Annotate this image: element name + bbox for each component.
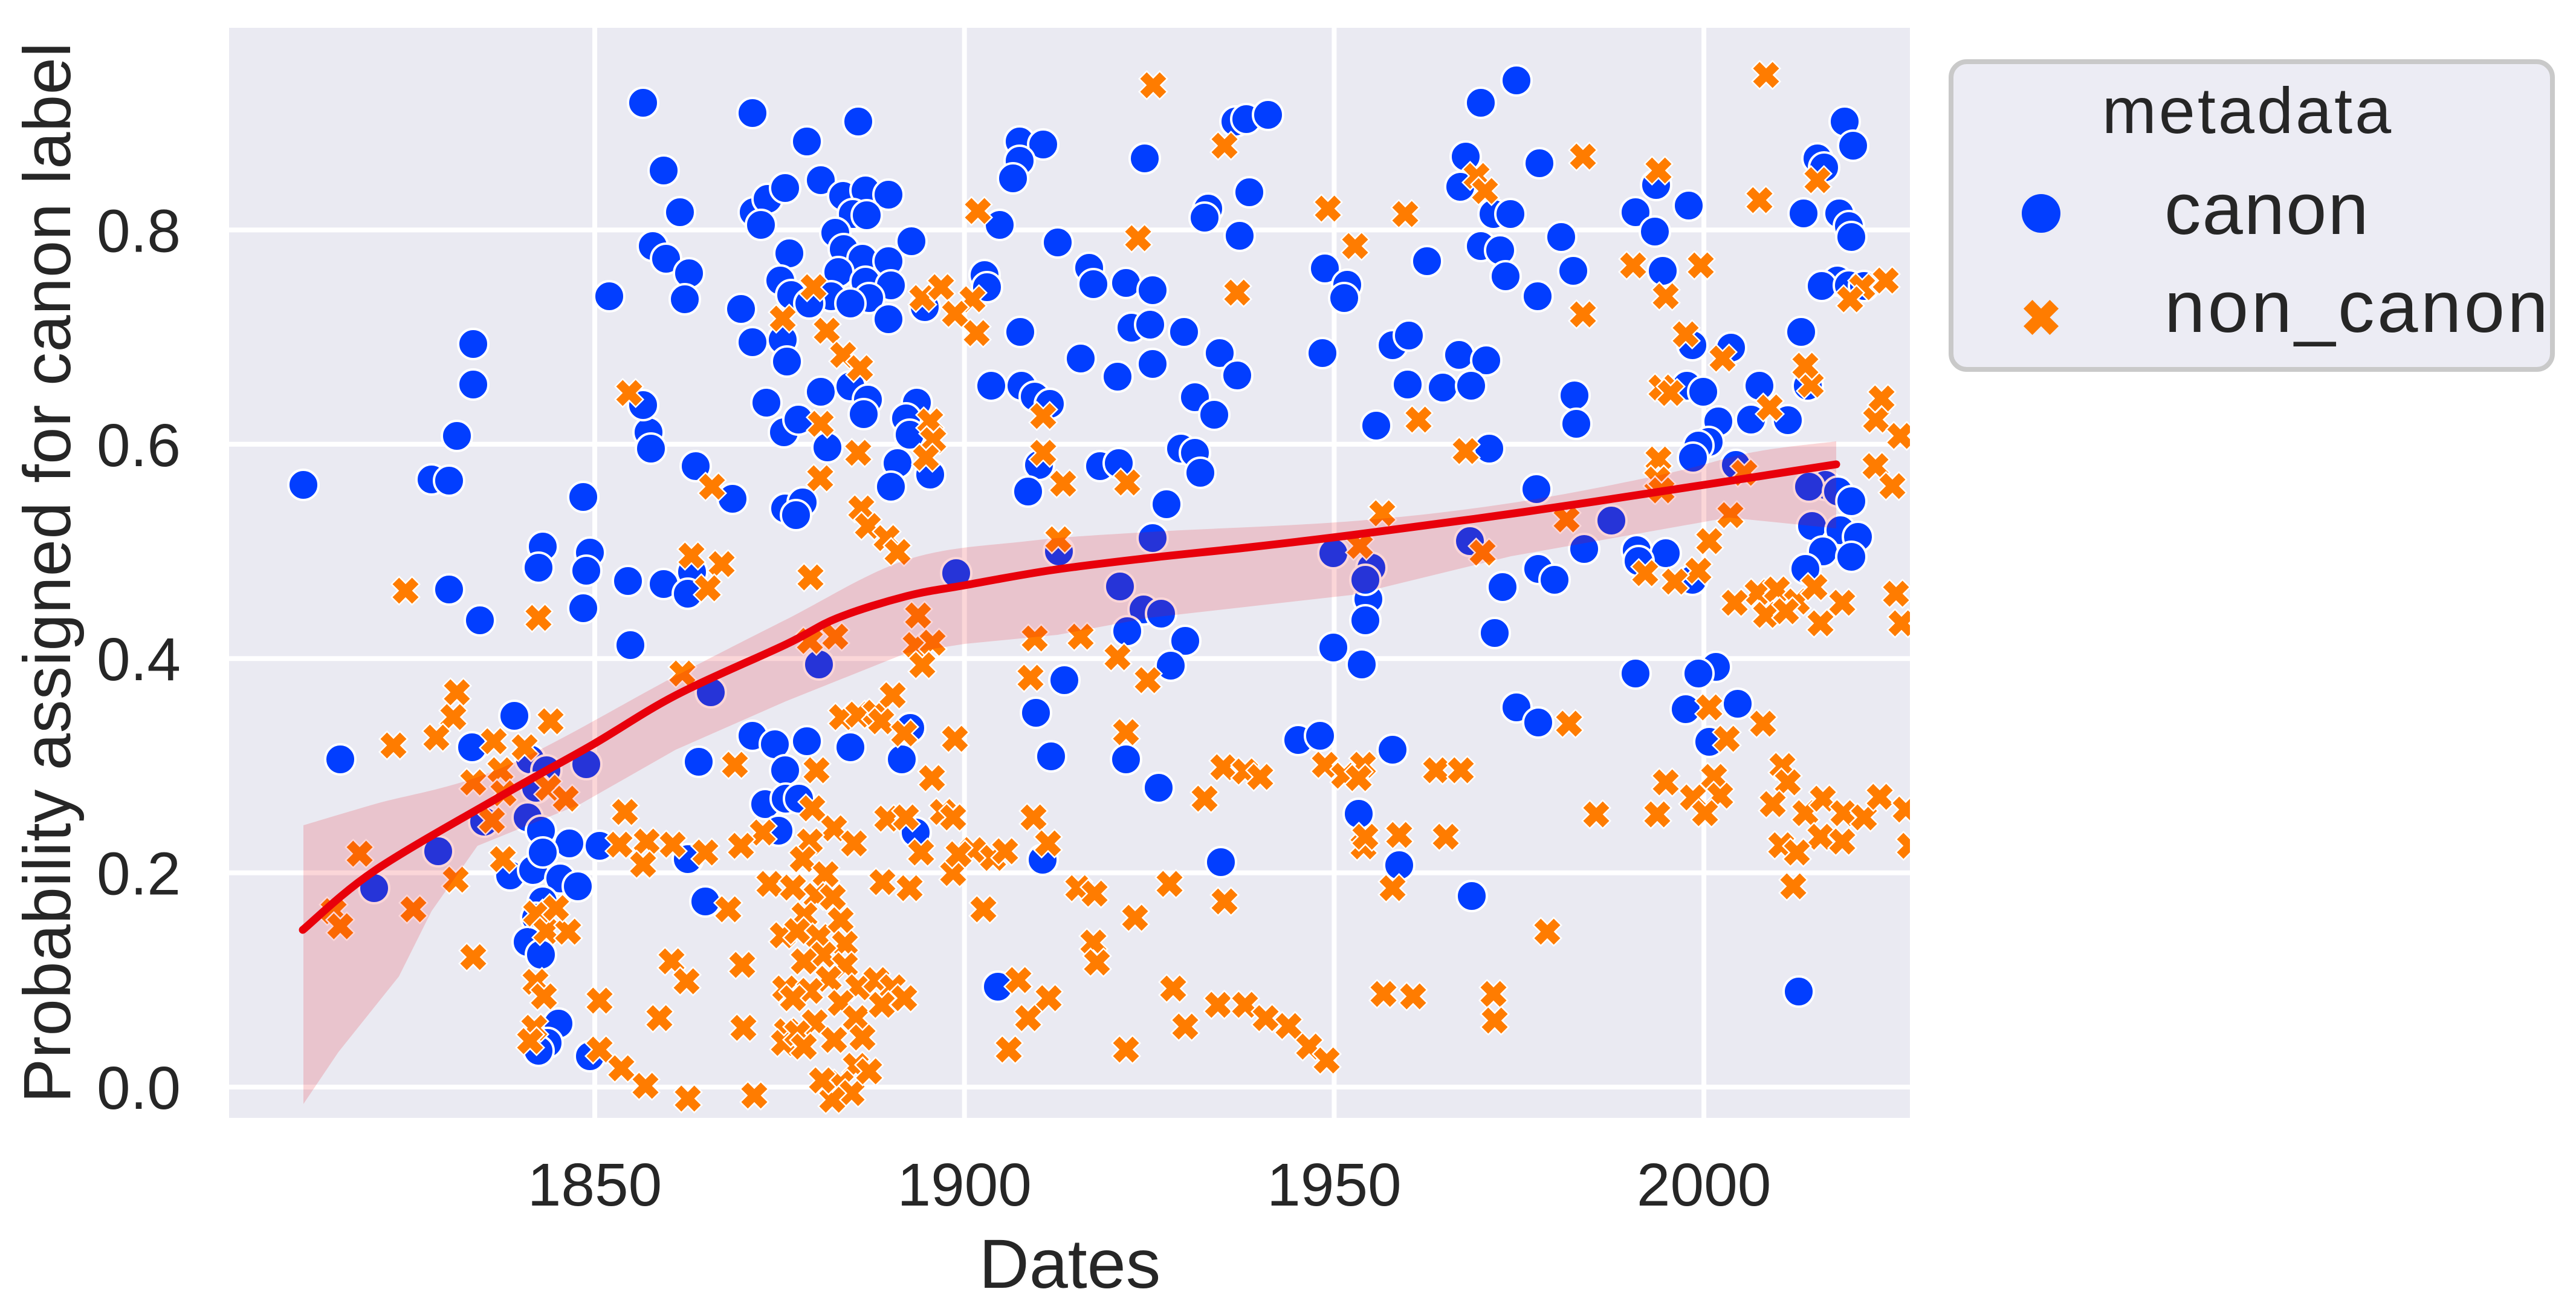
- svg-text:1900: 1900: [897, 1151, 1031, 1219]
- svg-text:0.6: 0.6: [97, 412, 181, 479]
- svg-text:Dates: Dates: [979, 1226, 1160, 1303]
- svg-text:2000: 2000: [1637, 1151, 1771, 1219]
- svg-text:0.2: 0.2: [97, 840, 181, 908]
- svg-text:canon: canon: [2164, 167, 2370, 250]
- svg-text:0.4: 0.4: [97, 626, 181, 693]
- svg-text:non_canon: non_canon: [2164, 265, 2551, 348]
- svg-text:0.8: 0.8: [97, 197, 181, 265]
- svg-text:1850: 1850: [528, 1151, 662, 1219]
- svg-text:1950: 1950: [1267, 1151, 1401, 1219]
- svg-text:Probability assigned for canon: Probability assigned for canon label: [10, 42, 85, 1103]
- svg-text:metadata: metadata: [2102, 74, 2393, 147]
- svg-text:0.0: 0.0: [97, 1054, 181, 1122]
